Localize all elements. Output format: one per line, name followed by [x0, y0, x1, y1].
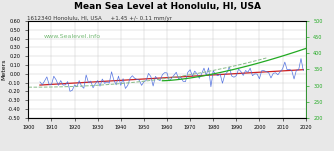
Text: www.Sealevel.info: www.Sealevel.info: [44, 34, 101, 39]
Y-axis label: Meters: Meters: [2, 59, 7, 80]
Text: 1612340 Honolulu, HI, USA     +1.45 +/- 0.11 mm/yr: 1612340 Honolulu, HI, USA +1.45 +/- 0.11…: [27, 16, 172, 21]
Text: Mean Sea Level at Honolulu, HI, USA: Mean Sea Level at Honolulu, HI, USA: [73, 2, 261, 11]
